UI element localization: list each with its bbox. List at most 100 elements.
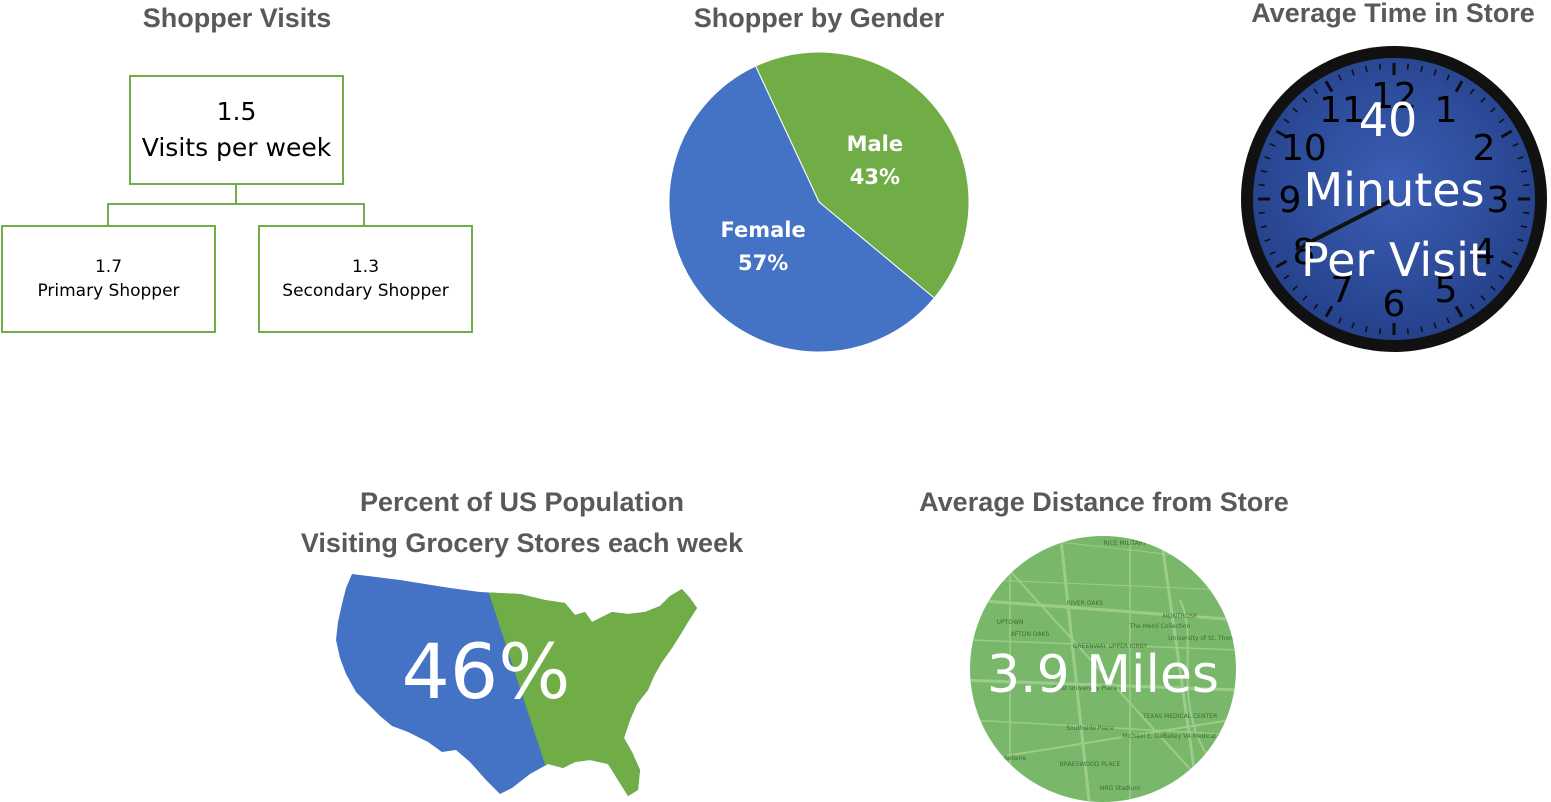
clock-number: 10 <box>1281 128 1327 169</box>
clock-tick <box>1379 328 1382 335</box>
clock-tick <box>1500 129 1513 139</box>
map-label: BRAESWOOD PLACE <box>1060 761 1121 768</box>
map-label: Bellaire <box>1004 755 1027 762</box>
clock-tick <box>1264 156 1271 160</box>
clock-tick <box>1260 225 1267 229</box>
clock-tick <box>1337 74 1342 81</box>
pie-slice-male <box>754 51 970 299</box>
map-label: UPTOWN <box>997 619 1024 626</box>
clock-tick <box>1351 322 1355 329</box>
time-title: Average Time in Store <box>1251 0 1535 28</box>
clock-tick <box>1469 303 1475 310</box>
visits-per-week-box: 1.5 Visits per week <box>129 75 344 185</box>
clock-number: 11 <box>1319 90 1365 131</box>
distance-title: Average Distance from Store <box>919 487 1289 517</box>
us-population-title-line1: Percent of US Population <box>359 487 685 517</box>
clock-number: 12 <box>1371 76 1417 117</box>
visits-per-week-value: 1.5 <box>216 97 257 126</box>
pie-value-female: 57% <box>738 251 788 275</box>
clock-tick <box>1292 107 1298 113</box>
clock-number: 7 <box>1331 270 1354 311</box>
clock-number: 4 <box>1473 232 1496 273</box>
map-roads <box>970 536 1236 802</box>
clock-tick <box>1521 225 1528 229</box>
clock-tick <box>1523 211 1530 214</box>
clock-tick <box>1364 326 1368 333</box>
map-label: GREENWAY UPPER KIRBY <box>1073 643 1148 650</box>
map-labels: RIVER OAKS MONTROSE UPTOWN AFTON OAKS GREENW… <box>997 540 1238 792</box>
clock-tick <box>1498 118 1505 124</box>
clock-tick <box>1490 107 1496 113</box>
clock-tick <box>1364 65 1368 72</box>
pie-label-male: Male <box>847 132 904 156</box>
map-label: Michael E. DeBakey VA Medical Center <box>1122 733 1238 740</box>
primary-shopper-box: 1.7 Primary Shopper <box>1 225 216 333</box>
secondary-shopper-label: Secondary Shopper <box>282 281 449 301</box>
secondary-shopper-box: 1.3 Secondary Shopper <box>258 225 473 333</box>
clock-tick <box>1313 303 1319 310</box>
time-unit-line1: Minutes <box>1303 163 1484 217</box>
clock-tick <box>1406 63 1409 70</box>
clock-number: 6 <box>1383 284 1406 325</box>
distance-value: 3.9 Miles <box>987 645 1219 705</box>
time-value: 40 <box>1359 93 1418 147</box>
connector-vertical <box>235 185 237 204</box>
us-population-title: Percent of US Population Visiting Grocer… <box>272 482 772 563</box>
clock-tick <box>1454 305 1464 318</box>
clock-tick <box>1302 295 1308 301</box>
clock-tick <box>1446 74 1451 81</box>
clock-tick <box>1512 251 1519 256</box>
time-unit-line2: Per Visit <box>1301 233 1487 287</box>
clock-tick <box>1420 326 1424 333</box>
clock-tick <box>1275 129 1288 139</box>
clock-tick <box>1324 80 1334 93</box>
clock-tick <box>1498 274 1505 280</box>
clock-tick <box>1337 317 1342 324</box>
connector-right <box>363 203 365 226</box>
clock-number: 1 <box>1435 90 1458 131</box>
clock-tick <box>1433 69 1437 76</box>
pie-value-male: 43% <box>850 165 900 189</box>
visits-per-week-label: Visits per week <box>141 133 332 162</box>
clock-tick <box>1469 88 1475 95</box>
clock-tick <box>1264 238 1271 242</box>
clock-tick <box>1283 274 1290 280</box>
clock-tick <box>1454 80 1464 93</box>
map-label: RICE MILITARY <box>1104 540 1147 547</box>
clock-tick <box>1406 328 1409 335</box>
clock-tick <box>1302 97 1308 103</box>
clock-tick <box>1490 285 1496 291</box>
map-label: TEXAS MEDICAL CENTER <box>1142 713 1217 720</box>
clock-tick <box>1500 259 1513 269</box>
us-population-title-line2: Visiting Grocery Stores each week <box>300 527 744 558</box>
map-label: Southside Place <box>1066 725 1114 732</box>
clock-tick <box>1275 259 1288 269</box>
clock-tick <box>1351 69 1355 76</box>
clock-hand-minute <box>1295 197 1395 252</box>
secondary-shopper-value: 1.3 <box>351 257 380 277</box>
clock-tick <box>1420 65 1424 72</box>
clock-tick <box>1446 317 1451 324</box>
clock-tick <box>1433 322 1437 329</box>
clock-tick <box>1517 156 1524 160</box>
clock-number: 5 <box>1435 270 1458 311</box>
gender-title: Shopper by Gender <box>693 3 945 33</box>
clock-tick <box>1269 142 1276 147</box>
clock-tick <box>1523 184 1530 187</box>
clock-tick <box>1379 63 1382 70</box>
map-label: NRG Stadium <box>1100 785 1140 792</box>
clock-number: 3 <box>1487 180 1510 221</box>
clock-tick <box>1512 142 1519 147</box>
clock-tick <box>1269 251 1276 256</box>
connector-left <box>107 203 109 226</box>
clock-number: 9 <box>1279 180 1302 221</box>
us-population-value: 46% <box>402 627 571 716</box>
clock-tick <box>1480 97 1486 103</box>
clock-tick <box>1480 295 1486 301</box>
pie-label-female: Female <box>721 218 806 242</box>
shopper-visits-title: Shopper Visits <box>142 3 332 33</box>
connector-horizontal <box>107 203 365 205</box>
map-label: AFTON OAKS <box>1011 631 1050 638</box>
